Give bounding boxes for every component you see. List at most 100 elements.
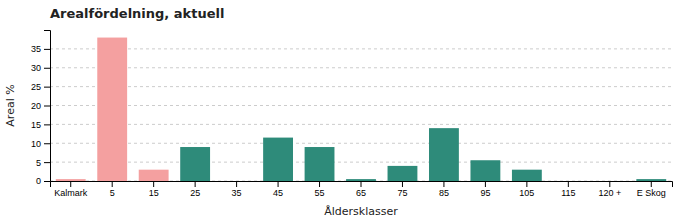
x-tick-mark [153, 181, 154, 187]
grid [50, 49, 672, 181]
bar [346, 179, 376, 181]
bar [222, 181, 252, 182]
x-tick: 75 [397, 181, 407, 198]
x-tick: 85 [439, 181, 449, 198]
x-axis-title: Åldersklasser [324, 205, 398, 218]
grid-line [50, 143, 672, 144]
y-tick-mark [44, 181, 50, 182]
y-tick-label: 5 [36, 158, 41, 168]
x-axis-line [51, 182, 673, 188]
chart: 0 5 10 15 20 25 30 35 Kalmark 5 15 25 35 45 55 65 75 85 95… [0, 0, 684, 223]
bar [429, 128, 459, 181]
x-tick-label: 115 [561, 188, 575, 198]
x-tick-label: 95 [480, 188, 490, 198]
bar [139, 170, 169, 181]
x-tick-label: 45 [273, 188, 283, 198]
y-tick-label: 0 [36, 176, 41, 186]
y-tick-label: 35 [31, 44, 41, 54]
x-tick-label: E Skog [637, 188, 666, 198]
y-tick-label: 15 [31, 120, 41, 130]
x-tick-mark [609, 181, 610, 187]
plot: 0 5 10 15 20 25 30 35 Kalmark 5 15 25 35 45 55 65 75 85 95… [31, 31, 673, 199]
y-axis: 0 5 10 15 20 25 30 35 [31, 31, 51, 187]
x-tick: 5 [110, 181, 115, 198]
grid-line [50, 105, 672, 106]
bars [56, 38, 666, 181]
bar [97, 38, 127, 181]
bar [180, 147, 210, 181]
x-tick: 105 [519, 181, 534, 198]
y-tick-mark [44, 143, 50, 144]
y-tick-mark [44, 49, 50, 50]
y-tick: 25 [31, 82, 50, 92]
x-tick-mark [651, 181, 652, 187]
y-tick-label: 10 [31, 139, 41, 149]
y-axis-title: Areal % [4, 84, 17, 126]
x-tick: 35 [232, 181, 242, 198]
x-tick-mark [319, 181, 320, 187]
y-tick: 5 [36, 158, 50, 168]
x-tick-label: 5 [110, 188, 115, 198]
x-tick: Kalmark [54, 181, 88, 198]
title: Arealfördelning, aktuell [50, 6, 224, 21]
x-tick: 65 [356, 181, 366, 198]
x-tick-label: 120 + [598, 188, 621, 198]
y-axis-line [44, 31, 51, 182]
x-tick-mark [70, 181, 71, 187]
y-tick-label: 25 [31, 82, 41, 92]
bar [595, 181, 625, 182]
bar [470, 160, 500, 181]
x-tick-mark [236, 181, 237, 187]
y-tick-label: 20 [31, 101, 41, 111]
bar [388, 166, 418, 181]
x-tick-mark [402, 181, 403, 187]
bar [56, 179, 86, 181]
bar [263, 138, 293, 181]
y-tick-mark [44, 68, 50, 69]
x-tick-label: 15 [149, 188, 159, 198]
x-tick-mark [443, 181, 444, 187]
bar [636, 179, 666, 181]
x-tick-label: 85 [439, 188, 449, 198]
y-tick: 20 [31, 101, 50, 111]
x-tick: 25 [190, 181, 200, 198]
grid-line [50, 67, 672, 68]
grid-line [50, 124, 672, 125]
grid-line [50, 162, 672, 163]
x-tick: 15 [149, 181, 159, 198]
x-tick: 55 [315, 181, 325, 198]
y-tick: 10 [31, 139, 50, 149]
x-tick-label: 35 [232, 188, 242, 198]
x-tick-mark [195, 181, 196, 187]
y-tick: 30 [31, 63, 50, 73]
x-tick-mark [568, 181, 569, 187]
y-tick-mark [44, 106, 50, 107]
x-tick: 120 + [598, 181, 621, 198]
y-tick-mark [44, 162, 50, 163]
grid-line [50, 86, 672, 87]
x-tick-mark [278, 181, 279, 187]
y-tick-label: 30 [31, 63, 41, 73]
y-tick-mark [44, 87, 50, 88]
y-tick: 35 [31, 44, 50, 54]
bar [553, 181, 583, 182]
y-tick: 0 [36, 176, 50, 186]
x-tick: 45 [273, 181, 283, 198]
bar [512, 170, 542, 181]
x-tick-mark [485, 181, 486, 187]
x-tick-mark [361, 181, 362, 187]
x-axis: Kalmark 5 15 25 35 45 55 65 75 85 95 105 115 120 + E S… [51, 181, 673, 198]
x-tick-label: 105 [519, 188, 534, 198]
x-tick-label: 55 [315, 188, 325, 198]
x-tick-mark [526, 181, 527, 187]
x-tick-label: Kalmark [54, 188, 88, 198]
y-tick: 15 [31, 120, 50, 130]
x-tick: 95 [480, 181, 490, 198]
bar [305, 147, 335, 181]
x-tick-label: 65 [356, 188, 366, 198]
x-tick-mark [112, 181, 113, 187]
x-tick: 115 [561, 181, 575, 198]
grid-line [50, 48, 672, 49]
y-tick-mark [44, 124, 50, 125]
x-tick-label: 25 [190, 188, 200, 198]
